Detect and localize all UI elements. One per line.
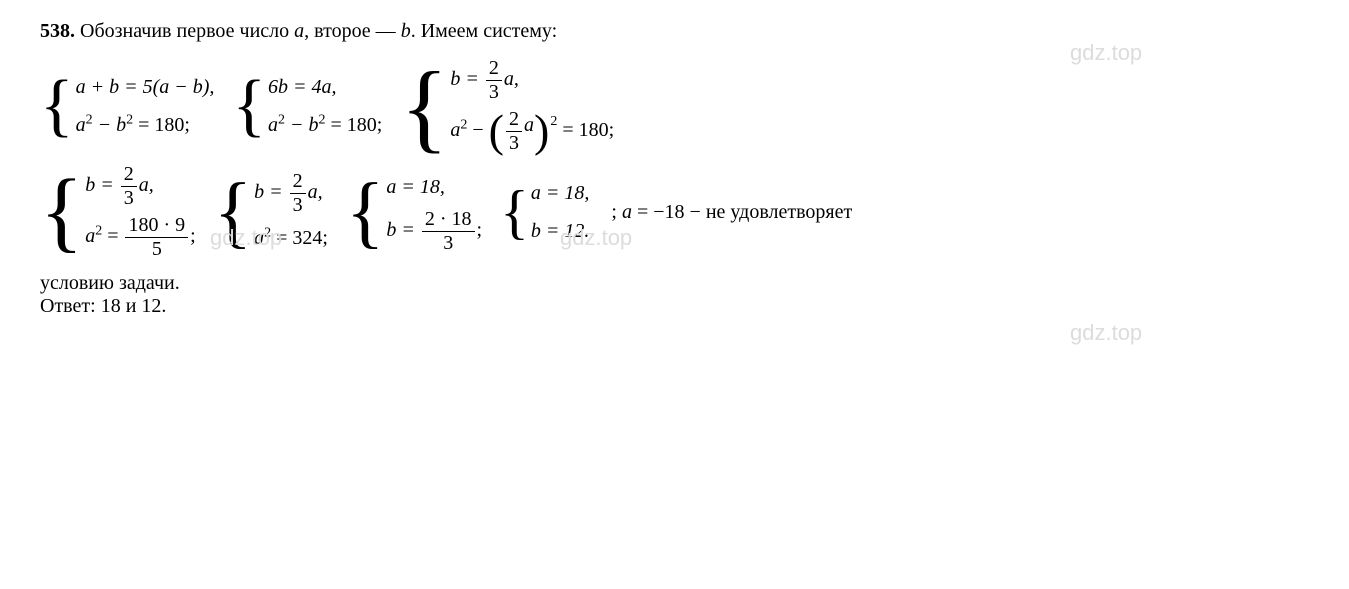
eq: a + b = 5(a − b), xyxy=(76,71,215,103)
math-row-1: { a + b = 5(a − b), a2 − b2 = 180; { 6b … xyxy=(40,58,1309,154)
answer-line: Ответ: 18 и 12. xyxy=(40,295,1309,318)
header-text-2: , второе — xyxy=(304,20,401,42)
eq: b = 23a, xyxy=(254,171,328,216)
var-a: a xyxy=(294,20,304,42)
system-5: { b = 23a, a2 = 324; xyxy=(214,171,328,254)
system-6: { a = 18, b = 2 · 183; xyxy=(346,171,482,254)
paren-group: (23a)2 xyxy=(489,109,558,154)
eq: b = 12. xyxy=(531,215,590,247)
system-1: { a + b = 5(a − b), a2 − b2 = 180; xyxy=(40,71,214,141)
eq: a = 18, xyxy=(386,171,482,203)
math-row-2: { b = 23a, a2 = 180 · 95; { b = 23a, a2 … xyxy=(40,164,1309,260)
brace-icon: { xyxy=(40,76,74,136)
eq: 6b = 4a, xyxy=(268,71,382,103)
answer-label: Ответ: xyxy=(40,295,101,317)
answer-value: 18 и 12. xyxy=(101,295,167,317)
eq: a = 18, xyxy=(531,177,590,209)
brace-icon: { xyxy=(232,76,266,136)
system-4: { b = 23a, a2 = 180 · 95; xyxy=(40,164,196,260)
fraction: 180 · 95 xyxy=(125,215,188,260)
paren-left-icon: ( xyxy=(489,113,504,150)
header-text-3: . Имеем систему: xyxy=(411,20,558,42)
paren-right-icon: ) xyxy=(534,113,549,150)
system-7: { a = 18, b = 12. xyxy=(500,177,589,247)
fraction: 2 · 183 xyxy=(422,209,475,254)
eq: a2 − (23a)2 = 180; xyxy=(450,109,614,154)
fraction: 23 xyxy=(290,171,306,216)
brace-icon: { xyxy=(400,64,448,149)
brace-icon: { xyxy=(346,178,384,246)
system-2: { 6b = 4a, a2 − b2 = 180; xyxy=(232,71,382,141)
condition-text: условию задачи. xyxy=(40,272,1309,295)
answer-section: условию задачи. Ответ: 18 и 12. xyxy=(40,272,1309,318)
problem-header: 538. Обозначив первое число a, второе — … xyxy=(40,20,1309,43)
eq: a2 − b2 = 180; xyxy=(268,109,382,141)
system-3: { b = 23a, a2 − (23a)2 = 180; xyxy=(400,58,614,154)
eq: b = 23a, xyxy=(450,58,614,103)
var-b: b xyxy=(401,20,411,42)
tail-text: ; a = −18 − не удовлетворяет xyxy=(611,201,852,224)
problem-number: 538. xyxy=(40,20,75,42)
eq: a2 − b2 = 180; xyxy=(76,109,215,141)
header-text-1: Обозначив первое число xyxy=(80,20,294,42)
eq: a2 = 180 · 95; xyxy=(85,215,196,260)
brace-icon: { xyxy=(214,178,252,246)
watermark: gdz.top xyxy=(1070,320,1142,346)
brace-icon: { xyxy=(500,187,529,238)
fraction: 23 xyxy=(121,164,137,209)
fraction: 23 xyxy=(506,109,522,154)
eq: b = 2 · 183; xyxy=(386,209,482,254)
eq: a2 = 324; xyxy=(254,222,328,254)
fraction: 23 xyxy=(486,58,502,103)
brace-icon: { xyxy=(40,174,83,251)
eq: b = 23a, xyxy=(85,164,196,209)
